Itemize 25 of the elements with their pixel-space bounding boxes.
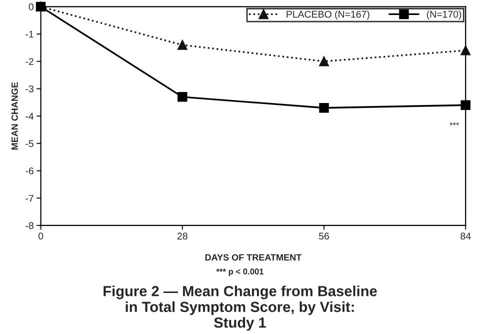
point (460, 100, 470, 110)
y-tick-label: -2 (26, 58, 34, 65)
point (178, 40, 188, 50)
y-tick-label: -4 (26, 112, 34, 120)
y-axis-title: MEAN CHANGE (11, 82, 18, 150)
y-tick-label: -6 (26, 167, 34, 174)
x-tick-label: 56 (318, 232, 329, 240)
y-tick-label: -1 (26, 30, 34, 38)
text: Figure 2 — Mean Change from Baseline in Total Symptom Score, by Visit: Study 1 (104, 286, 377, 331)
x-tick-label: 0 (38, 232, 44, 240)
text: *** p < 0.001 (216, 268, 264, 276)
x-axis-title: DAYS OF TREATMENT (205, 254, 302, 261)
y-tick-label: -3 (26, 85, 34, 92)
x-tick-label: 28 (177, 232, 188, 240)
y-tick-label: -7 (26, 194, 34, 202)
x-tick-label: 84 (460, 232, 471, 240)
y-tick-label: -5 (26, 140, 34, 148)
annotation: *** (450, 122, 460, 126)
legend-label: (N=170) (426, 10, 462, 20)
y-tick-label: -8 (26, 222, 34, 230)
point (178, 92, 188, 102)
y-tick-label: 0 (28, 3, 34, 10)
legend-label: PLACEBO (N=167) (286, 10, 370, 20)
point (319, 103, 329, 113)
point (319, 56, 329, 66)
